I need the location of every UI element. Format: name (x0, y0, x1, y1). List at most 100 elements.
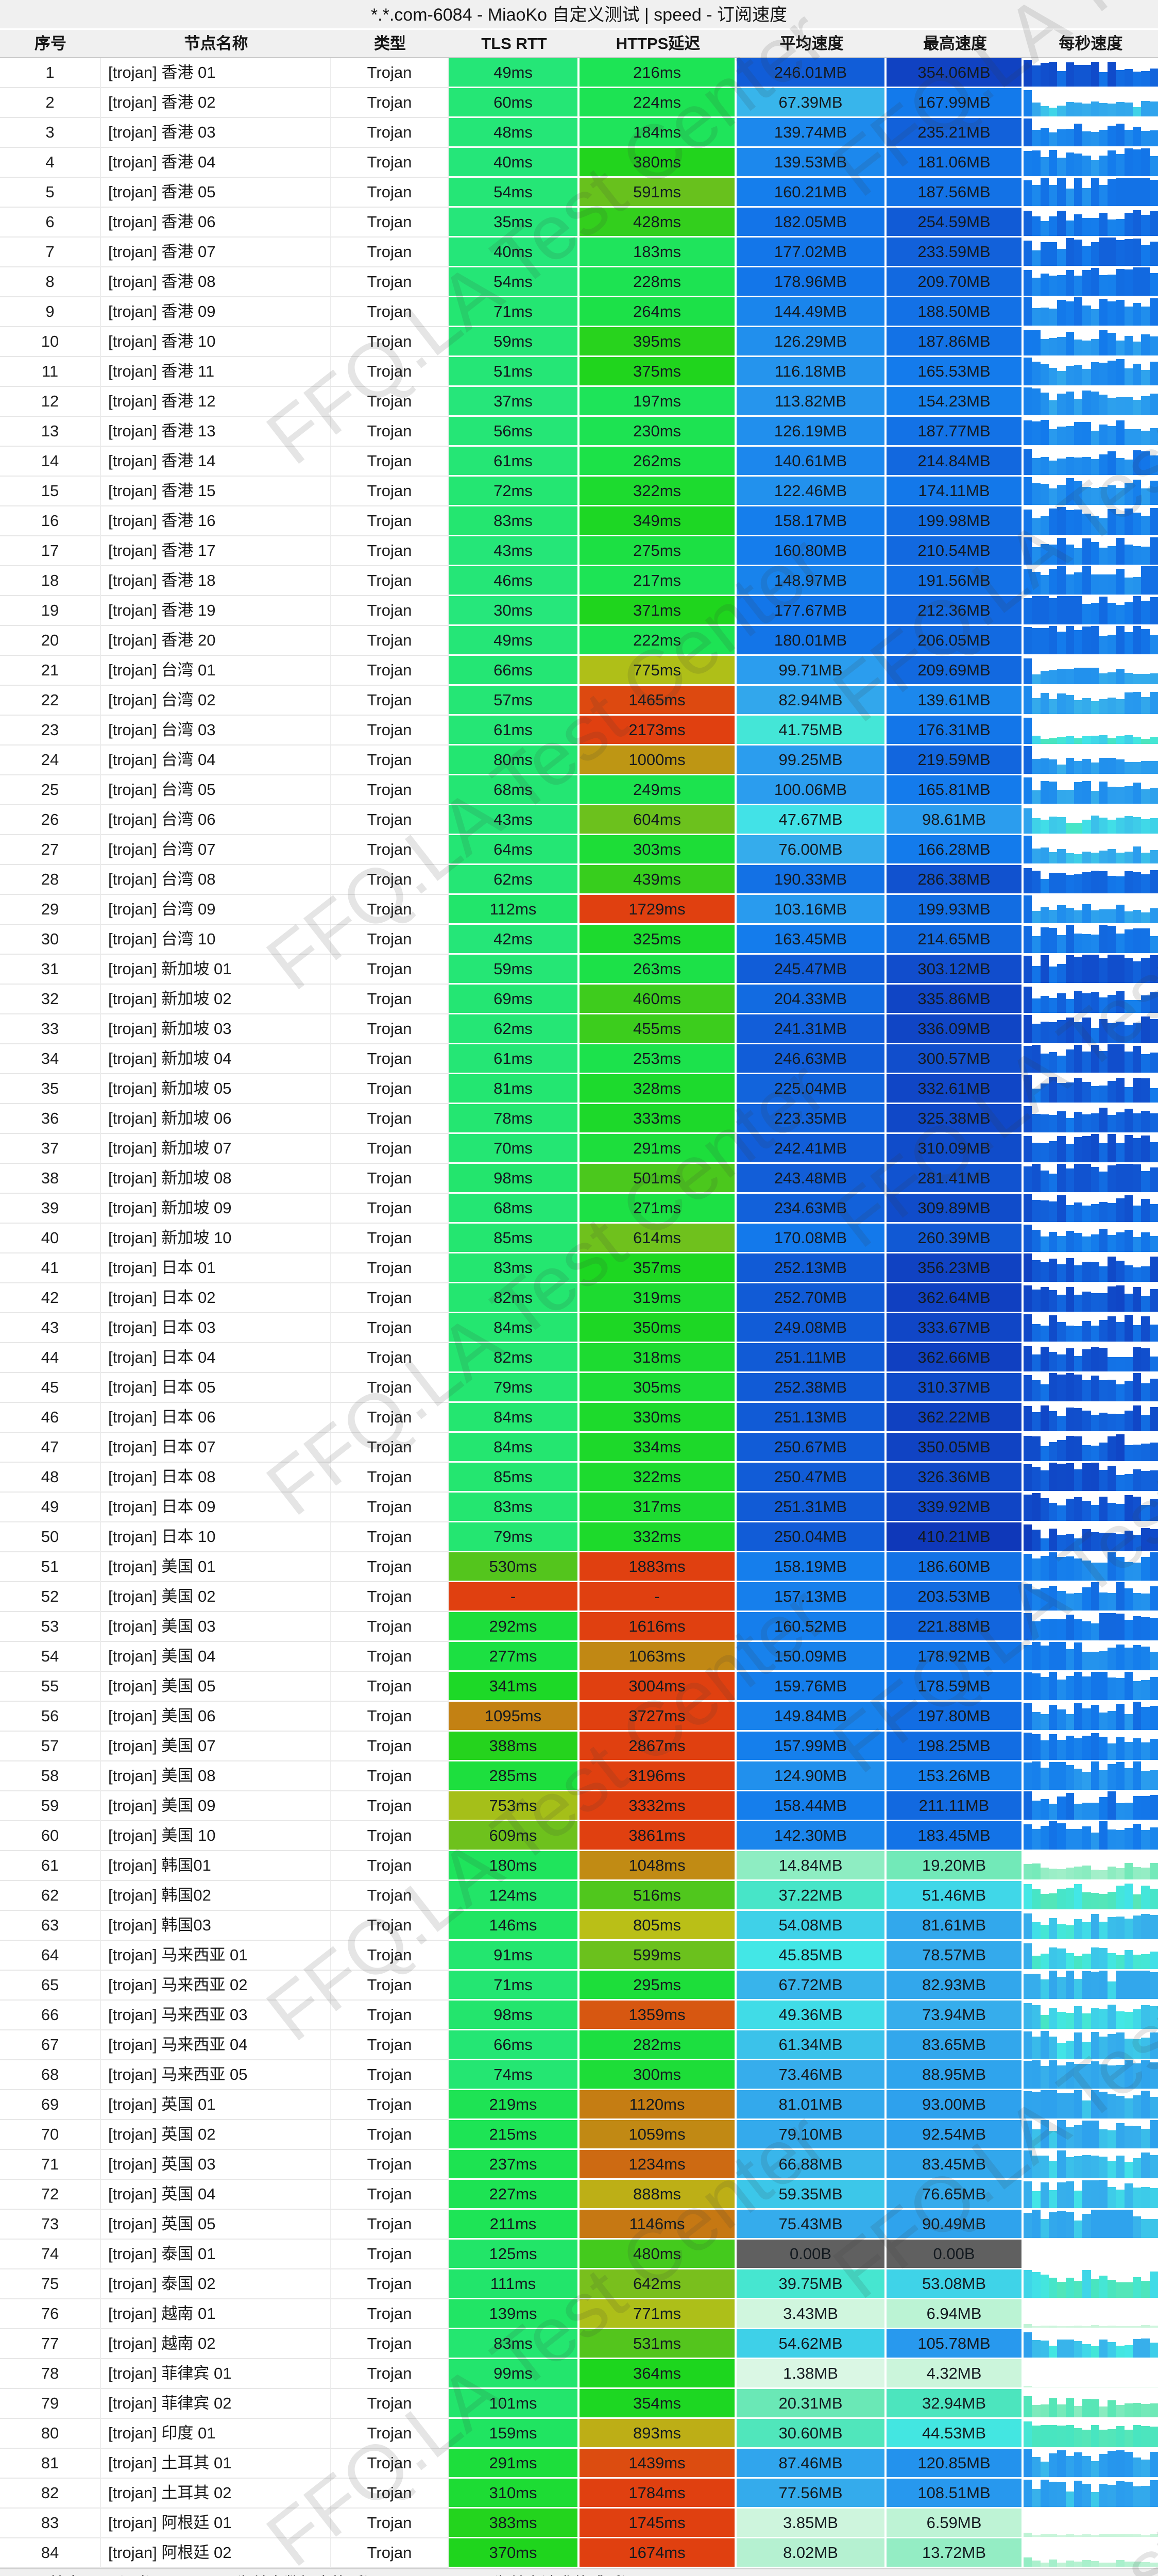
spark-bar (1099, 871, 1108, 893)
spark-bar (1141, 1444, 1150, 1461)
spark-bar (1024, 1224, 1032, 1252)
spark-bar (1099, 574, 1108, 595)
spark-bar (1141, 2219, 1150, 2238)
spark-bar (1149, 1052, 1158, 1073)
spark-bar (1032, 2326, 1041, 2328)
spark-bar (1124, 999, 1133, 1013)
spark-bar (1082, 2534, 1091, 2537)
spark-bar (1074, 1202, 1083, 1222)
cell-index: 16 (0, 506, 101, 536)
spark-bar (1032, 1863, 1041, 1879)
cell-index: 52 (0, 1582, 101, 1612)
spark-bar (1048, 2212, 1058, 2238)
spark-bar (1108, 1134, 1116, 1162)
spark-bar (1133, 1563, 1142, 1581)
spark-bar (1108, 1234, 1116, 1252)
spark-bar (1124, 1862, 1133, 1879)
cell-speed-sparkline (1024, 1164, 1158, 1194)
spark-bar (1124, 239, 1133, 266)
spark-bar (1108, 2400, 1116, 2417)
spark-bar (1116, 1644, 1125, 1670)
spark-bar (1040, 1498, 1049, 1521)
spark-bar (1082, 1136, 1091, 1162)
spark-bar (1074, 103, 1083, 116)
spark-bar (1116, 2481, 1125, 2507)
cell-avg-speed: 252.38MB (737, 1373, 887, 1403)
cell-node-name: [trojan] 日本 05 (101, 1373, 331, 1403)
spark-bar (1091, 2561, 1099, 2567)
spark-bar (1032, 1922, 1041, 1939)
spark-bar (1082, 2155, 1091, 2178)
spark-bar (1040, 2534, 1049, 2537)
spark-bar (1082, 872, 1091, 893)
cell-speed-sparkline (1024, 955, 1158, 985)
spark-bar (1091, 1761, 1099, 1790)
spark-bar (1057, 1056, 1066, 1073)
cell-type: Trojan (331, 925, 449, 955)
cell-index: 73 (0, 2210, 101, 2240)
cell-tls-rtt: 125ms (449, 2240, 580, 2269)
cell-avg-speed: 139.74MB (737, 118, 887, 148)
cell-https-latency: 197ms (580, 387, 737, 417)
cell-https-latency: 1048ms (580, 1851, 737, 1881)
spark-bar (1091, 871, 1099, 893)
spark-bar (1057, 1679, 1066, 1700)
spark-bar (1116, 1414, 1125, 1431)
spark-bar (1149, 1167, 1158, 1192)
cell-tls-rtt: 84ms (449, 1403, 580, 1433)
spark-bar (1057, 248, 1066, 266)
spark-bar (1024, 2150, 1032, 2178)
spark-bar (1099, 395, 1108, 415)
cell-type: Trojan (331, 1433, 449, 1463)
spark-bar (1108, 1981, 1116, 1999)
spark-bar (1091, 516, 1099, 535)
spark-bar (1091, 338, 1099, 355)
spark-bar (1065, 1714, 1074, 1730)
table-row: 8 [trojan] 香港 08 Trojan 54ms 228ms 178.96MB 20… (0, 267, 1158, 297)
spark-bar (1040, 1799, 1049, 1820)
spark-bar (1032, 421, 1041, 445)
spark-bar (1032, 2560, 1041, 2567)
spark-bar (1057, 1796, 1066, 1820)
spark-bar (1108, 1114, 1116, 1132)
spark-bar (1065, 2534, 1074, 2537)
cell-node-name: [trojan] 香港 12 (101, 387, 331, 417)
spark-bar (1091, 2155, 1099, 2178)
spark-bar (1057, 1463, 1066, 1491)
spark-bar (1124, 2430, 1133, 2447)
spark-bar (1099, 925, 1108, 953)
spark-bar (1116, 2326, 1125, 2328)
cell-max-speed: 120.85MB (887, 2449, 1024, 2479)
cell-https-latency: 228ms (580, 267, 737, 297)
table-row: 71 [trojan] 英国 03 Trojan 237ms 1234ms 66.88MB… (0, 2150, 1158, 2180)
spark-bar (1024, 270, 1032, 296)
spark-bar (1040, 670, 1049, 684)
spark-bar (1074, 240, 1083, 266)
spark-bar (1065, 1498, 1074, 1521)
spark-bar (1048, 216, 1058, 236)
spark-bar (1032, 2155, 1041, 2178)
cell-https-latency: 364ms (580, 2359, 737, 2389)
spark-bar (1108, 2033, 1116, 2059)
spark-bar (1133, 817, 1142, 834)
spark-bar (1091, 1733, 1099, 1760)
spark-bar (1108, 1648, 1116, 1670)
spark-bar (1141, 2562, 1150, 2567)
spark-bar (1074, 1866, 1083, 1879)
cell-avg-speed: 49.36MB (737, 2001, 887, 2030)
spark-bar (1141, 396, 1150, 415)
spark-bar (1091, 1326, 1099, 1342)
cell-https-latency: 271ms (580, 1194, 737, 1224)
table-row: 30 [trojan] 台湾 10 Trojan 42ms 325ms 163.45MB 2… (0, 925, 1158, 955)
spark-bar (1133, 1022, 1142, 1043)
spark-bar (1099, 2129, 1108, 2148)
spark-bar (1091, 762, 1099, 774)
cell-node-name: [trojan] 新加坡 07 (101, 1134, 331, 1164)
spark-bar (1032, 388, 1041, 415)
spark-bar (1099, 2036, 1108, 2059)
cell-node-name: [trojan] 美国 06 (101, 1702, 331, 1732)
spark-bar (1133, 2458, 1142, 2477)
cell-node-name: [trojan] 香港 17 (101, 536, 331, 566)
spark-bar (1116, 787, 1125, 804)
cell-node-name: [trojan] 香港 19 (101, 596, 331, 626)
